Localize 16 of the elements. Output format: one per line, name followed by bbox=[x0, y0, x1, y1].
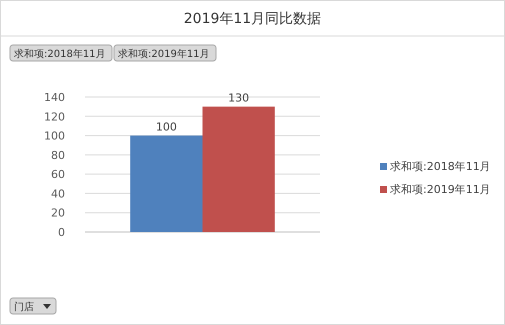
text: 门店 bbox=[14, 301, 34, 313]
y-tick-label: 120 bbox=[44, 110, 65, 124]
text: 求和项:2018年11月 bbox=[14, 48, 106, 60]
y-tick-label: 20 bbox=[51, 206, 65, 220]
text: 求和项:2019年11月 bbox=[118, 48, 210, 60]
chart-title: 2019年11月同比数据 bbox=[184, 11, 322, 27]
y-tick-label: 60 bbox=[51, 168, 65, 182]
y-tick-label: 0 bbox=[58, 226, 65, 239]
y-tick-label: 100 bbox=[44, 130, 65, 143]
data-label: 130 bbox=[228, 92, 250, 105]
y-tick-label: 40 bbox=[51, 187, 65, 200]
data-label: 100 bbox=[156, 120, 177, 134]
legend-label: 求和项:2018年11月 bbox=[390, 160, 491, 173]
legend-label: 求和项:2019年11月 bbox=[390, 183, 491, 196]
y-tick-label: 80 bbox=[51, 148, 65, 162]
y-tick-label: 140 bbox=[44, 91, 65, 104]
